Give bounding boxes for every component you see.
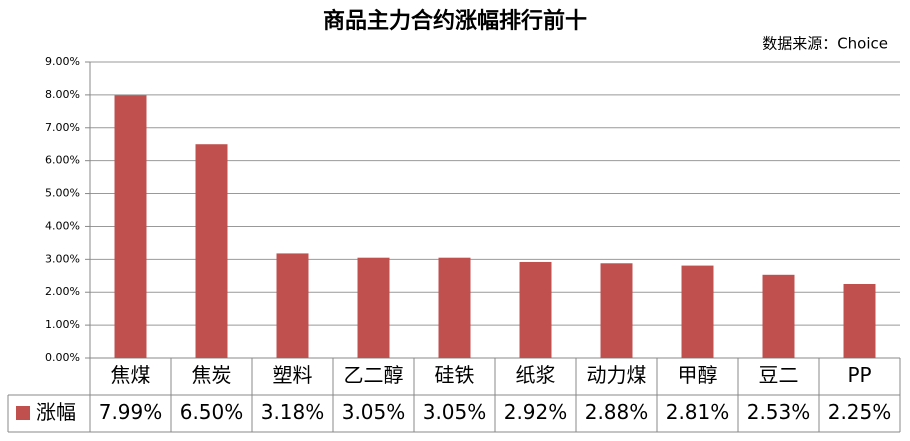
data-label: 2.25% <box>828 400 892 424</box>
legend-label: 涨幅 <box>36 400 76 424</box>
data-label: 2.88% <box>585 400 649 424</box>
bar <box>519 261 552 358</box>
x-tick-label: PP <box>847 363 871 387</box>
data-label: 2.92% <box>504 400 568 424</box>
y-tick-label: 9.00% <box>45 55 80 68</box>
x-tick-label: 纸浆 <box>516 363 556 387</box>
x-tick-label: 乙二醇 <box>344 363 404 387</box>
bar <box>600 263 633 358</box>
x-tick-label: 甲醇 <box>678 363 718 387</box>
y-tick-label: 7.00% <box>45 121 80 134</box>
x-tick-label: 豆二 <box>759 363 799 387</box>
y-tick-label: 8.00% <box>45 88 80 101</box>
bar <box>357 257 390 358</box>
x-tick-label: 焦炭 <box>192 363 232 387</box>
y-tick-label: 5.00% <box>45 187 80 200</box>
data-label: 2.53% <box>747 400 811 424</box>
x-tick-label: 硅铁 <box>435 363 475 387</box>
data-label: 3.18% <box>261 400 325 424</box>
y-tick-label: 1.00% <box>45 318 80 331</box>
data-label: 3.05% <box>423 400 487 424</box>
y-tick-label: 2.00% <box>45 285 80 298</box>
bar <box>114 95 147 359</box>
bar <box>438 257 471 358</box>
y-tick-label: 6.00% <box>45 154 80 167</box>
data-label: 6.50% <box>180 400 244 424</box>
data-label: 2.81% <box>666 400 730 424</box>
bar <box>681 265 714 358</box>
y-tick-label: 0.00% <box>45 351 80 364</box>
x-tick-label: 动力煤 <box>587 363 647 387</box>
data-label: 7.99% <box>99 400 163 424</box>
y-tick-label: 4.00% <box>45 219 80 232</box>
chart-subtitle: 数据来源：Choice <box>762 35 888 53</box>
x-tick-label: 塑料 <box>273 363 313 387</box>
bar <box>276 253 309 358</box>
bar <box>843 284 876 358</box>
x-tick-label: 焦煤 <box>111 363 151 387</box>
chart-title: 商品主力合约涨幅排行前十 <box>323 8 587 34</box>
bar <box>762 274 795 358</box>
y-tick-label: 3.00% <box>45 252 80 265</box>
data-label: 3.05% <box>342 400 406 424</box>
bar <box>195 144 228 358</box>
legend-swatch <box>16 406 30 420</box>
